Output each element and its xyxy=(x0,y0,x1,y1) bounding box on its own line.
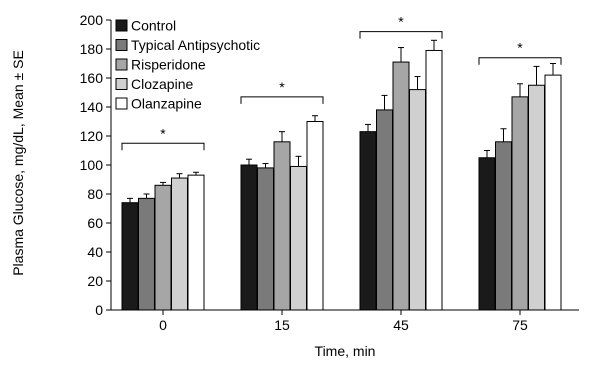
bar xyxy=(138,197,155,311)
legend: Control Typical Antipsychotic Risperidone C… xyxy=(115,18,260,112)
y-tick-label: 140 xyxy=(80,99,104,115)
legend-label: Typical Antipsychotic xyxy=(131,37,260,53)
significance-marker: * xyxy=(160,125,166,141)
legend-swatch xyxy=(115,39,128,51)
x-axis-title: Time, min xyxy=(315,343,376,359)
y-tick-label: 0 xyxy=(95,302,103,318)
bar xyxy=(257,167,274,311)
x-tick-label: 15 xyxy=(274,317,290,333)
bar xyxy=(478,157,496,311)
legend-swatch xyxy=(115,58,128,71)
significance-bracket xyxy=(478,57,562,65)
significance-bracket xyxy=(121,142,205,151)
y-tick-label: 20 xyxy=(87,273,103,289)
axes: 0 20 40 60 80 100 120 140 160 180 200 0 15 45 75 xyxy=(80,12,579,333)
y-tick-label: 60 xyxy=(87,215,103,231)
bar xyxy=(273,141,291,311)
bar xyxy=(290,165,307,311)
bar xyxy=(544,74,562,311)
bar xyxy=(154,184,172,311)
bars xyxy=(121,39,562,311)
bar xyxy=(495,141,512,311)
bar xyxy=(425,49,443,311)
bar xyxy=(306,121,324,311)
x-tick-label: 75 xyxy=(512,317,528,333)
significance-marker: * xyxy=(517,40,523,56)
bar xyxy=(187,174,205,311)
bar xyxy=(376,109,393,311)
significance-brackets: * * * * xyxy=(121,14,562,151)
legend-label: Olanzapine xyxy=(131,96,202,112)
significance-bracket xyxy=(359,31,443,39)
legend-swatch xyxy=(115,97,128,110)
x-tick-label: 0 xyxy=(159,317,167,333)
bar xyxy=(511,96,529,311)
bar xyxy=(359,131,377,311)
y-tick-label: 160 xyxy=(80,70,104,86)
legend-swatch xyxy=(115,19,128,32)
significance-marker: * xyxy=(279,79,285,95)
y-axis-title: Plasma Glucose, mg/dL, Mean ± SE xyxy=(10,50,26,276)
y-tick-label: 120 xyxy=(80,128,104,144)
bar xyxy=(171,177,188,311)
bar xyxy=(121,202,139,311)
bar xyxy=(392,61,410,311)
y-tick-label: 40 xyxy=(87,244,103,260)
significance-bracket xyxy=(240,96,324,104)
y-tick-label: 80 xyxy=(87,186,103,202)
legend-label: Clozapine xyxy=(131,76,193,92)
significance-marker: * xyxy=(398,14,404,30)
bar xyxy=(409,89,426,311)
y-tick-label: 100 xyxy=(80,157,104,173)
legend-label: Control xyxy=(131,18,176,34)
bar xyxy=(240,164,258,311)
legend-label: Risperidone xyxy=(131,57,206,73)
y-tick-label: 180 xyxy=(80,41,104,57)
bar xyxy=(528,84,545,311)
x-tick-label: 45 xyxy=(393,317,409,333)
y-tick-label: 200 xyxy=(80,12,104,28)
legend-swatch xyxy=(115,78,128,90)
